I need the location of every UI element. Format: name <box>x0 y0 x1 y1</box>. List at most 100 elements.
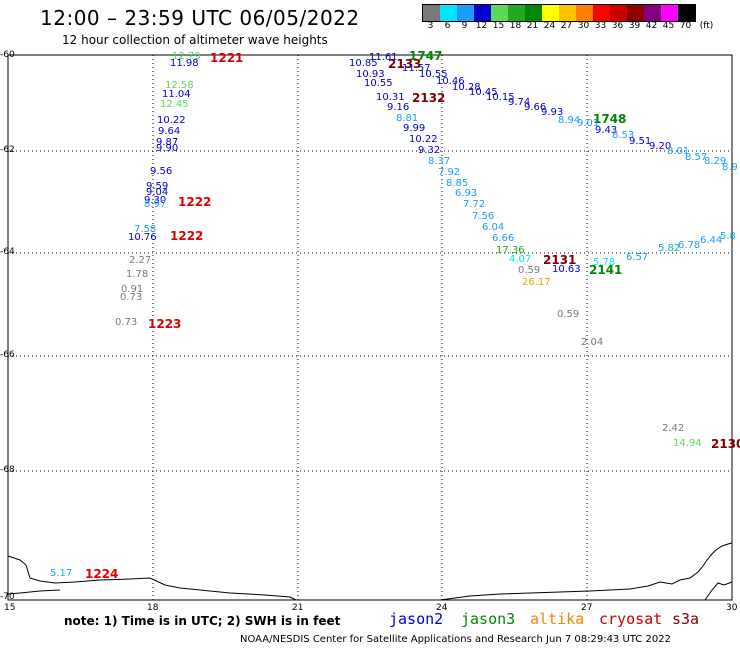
wave-height-value: 8.57 <box>685 152 708 163</box>
x-label-15: 15 <box>4 603 16 613</box>
map-frame <box>7 54 733 601</box>
wave-height-value: 6.66 <box>492 233 515 244</box>
wave-height-value: 8.97 <box>144 199 167 210</box>
pass-label: 1748 <box>593 112 627 126</box>
wave-height-value: 5.82 <box>658 243 681 254</box>
wave-height-value: 10.31 <box>376 92 405 103</box>
y-label-60: -60 <box>0 50 15 60</box>
y-label-70: -70 <box>0 592 15 602</box>
wave-height-value: 9.64 <box>158 126 181 137</box>
pass-label: 1747 <box>409 49 443 63</box>
wave-height-value: 8.53 <box>612 130 635 141</box>
wave-height-value: 5.78 <box>593 257 616 268</box>
antarctic-coastline <box>7 542 733 601</box>
legend-swatch <box>474 5 491 21</box>
pass-label: 1224 <box>85 567 119 581</box>
legend-value-label: 39 <box>628 21 641 31</box>
pass-label: 1223 <box>148 317 182 331</box>
legend-value-label: 21 <box>526 21 539 31</box>
satellite-s3a: s3a <box>672 610 700 628</box>
wave-height-value: 7.58 <box>134 224 157 235</box>
wave-height-value: 6.78 <box>678 240 701 251</box>
wave-height-value: 1.78 <box>126 269 149 280</box>
wave-height-value: 10.28 <box>452 82 481 93</box>
wave-height-value: 8.81 <box>396 113 419 124</box>
wave-height-value: 9.01 <box>577 118 600 129</box>
wave-height-value: 8.85 <box>446 178 469 189</box>
legend-swatch <box>661 5 678 21</box>
grid-lines <box>8 55 732 600</box>
legend-value-label: 6 <box>444 21 451 31</box>
wave-height-value: 9.66 <box>524 102 547 113</box>
wave-height-value: 17.36 <box>496 245 525 256</box>
legend-swatch <box>644 5 661 21</box>
pass-label: 1222 <box>170 229 204 243</box>
legend-value-label: 9 <box>461 21 468 31</box>
satellite-jason3: jason3 <box>461 610 516 628</box>
legend-swatch <box>559 5 576 21</box>
satellite-altika: altika <box>530 610 585 628</box>
wave-height-value: 0.73 <box>115 317 138 328</box>
wave-height-value: 6.93 <box>455 188 478 199</box>
map-title: 12:00 – 23:59 UTC 06/05/2022 <box>40 6 360 30</box>
wave-height-value: 9.74 <box>508 97 531 108</box>
legend-value-label: 36 <box>611 21 624 31</box>
legend-swatch <box>440 5 457 21</box>
wave-height-value: 0.59 <box>518 265 541 276</box>
legend-value-label: 70 <box>679 21 692 31</box>
legend-swatch <box>627 5 644 21</box>
y-label-66: -66 <box>0 350 15 360</box>
x-label-27: 27 <box>581 603 593 613</box>
satellite-cryosat: cryosat <box>599 610 663 628</box>
wave-height-value: 10.55 <box>419 69 448 80</box>
legend-value-label: 15 <box>492 21 505 31</box>
legend-value-label: 18 <box>509 21 522 31</box>
legend-value-label: 24 <box>543 21 556 31</box>
wave-height-value: 11.98 <box>170 58 199 69</box>
wave-height-value: 5.17 <box>50 568 73 579</box>
legend-swatch <box>542 5 559 21</box>
satellite-jason2: jason2 <box>389 610 444 628</box>
legend-swatch <box>508 5 525 21</box>
wave-height-value: 12.58 <box>165 80 194 91</box>
pass-label: 2132 <box>412 91 446 105</box>
legend-value-label: 45 <box>662 21 675 31</box>
wave-height-value: 10.45 <box>469 87 498 98</box>
pass-label: 2130 <box>711 437 740 451</box>
legend-swatch <box>576 5 593 21</box>
map-subtitle: 12 hour collection of altimeter wave hei… <box>62 33 328 47</box>
wave-height-value: 11.57 <box>402 63 431 74</box>
wave-height-value: 10.15 <box>486 92 515 103</box>
wave-height-value: 0.59 <box>557 309 580 320</box>
wave-height-value: 10.22 <box>409 134 438 145</box>
wave-height-value: 9.04 <box>146 187 169 198</box>
wave-height-value: 11.61 <box>369 52 398 63</box>
wave-height-value: 2.27 <box>129 255 152 266</box>
wave-height-value: 9.16 <box>387 102 410 113</box>
wave-height-value: 14.94 <box>673 438 702 449</box>
wave-height-value: 9.87 <box>156 137 179 148</box>
wave-height-value: 2.04 <box>581 337 604 348</box>
legend-swatch <box>678 5 695 21</box>
pass-label: 1222 <box>178 195 212 209</box>
wave-height-value: 10.22 <box>157 115 186 126</box>
wave-height-value: 12.45 <box>160 99 189 110</box>
wave-height-value: 0.73 <box>120 292 143 303</box>
wave-height-value: 9.30 <box>144 195 167 206</box>
legend-swatch <box>593 5 610 21</box>
wave-height-value: 10.76 <box>128 232 157 243</box>
wave-height-value: 7.92 <box>438 167 461 178</box>
pass-label: 2131 <box>543 253 577 267</box>
legend-value-label: 27 <box>560 21 573 31</box>
wave-height-value: 10.55 <box>364 78 393 89</box>
wave-height-value: 8.37 <box>428 156 451 167</box>
color-legend <box>422 4 696 22</box>
wave-height-value: 2.42 <box>662 423 685 434</box>
legend-swatch <box>457 5 474 21</box>
legend-swatch <box>610 5 627 21</box>
legend-swatch <box>423 5 440 21</box>
wave-height-value: 7.72 <box>463 199 486 210</box>
wave-height-value: 6.57 <box>626 252 649 263</box>
legend-swatch <box>491 5 508 21</box>
